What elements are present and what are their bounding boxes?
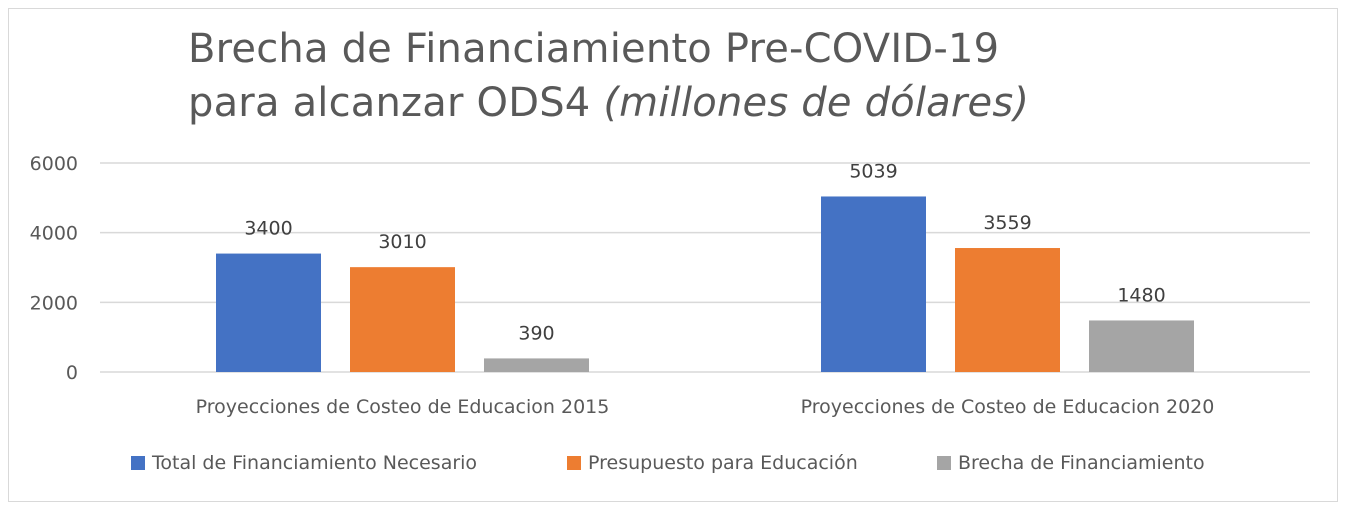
y-tick-label: 6000 <box>30 153 78 175</box>
bar-1-1 <box>216 253 321 372</box>
legend-swatch <box>937 456 951 470</box>
bar-2-2 <box>955 248 1060 372</box>
data-label: 1480 <box>1117 284 1165 306</box>
x-category-label: Proyecciones de Costeo de Educacion 2020 <box>801 396 1215 418</box>
y-tick-label: 4000 <box>30 223 78 245</box>
y-tick-label: 0 <box>66 362 78 384</box>
data-label: 3010 <box>378 231 426 253</box>
data-label: 5039 <box>849 160 897 182</box>
data-label: 3400 <box>244 218 292 240</box>
chart-legend: Total de Financiamiento Necesario Presupu… <box>0 448 1348 478</box>
y-tick-label: 2000 <box>30 292 78 314</box>
bar-3-2 <box>1089 320 1194 372</box>
x-category-label: Proyecciones de Costeo de Educacion 2015 <box>196 396 610 418</box>
data-label: 3559 <box>983 212 1031 234</box>
data-label: 390 <box>518 322 554 344</box>
chart-title-line2-text: para alcanzar ODS4 <box>188 80 591 126</box>
bar-3-1 <box>484 358 589 372</box>
legend-swatch <box>567 456 581 470</box>
legend-swatch <box>131 456 145 470</box>
bar-2-1 <box>350 267 455 372</box>
legend-label: Brecha de Financiamiento <box>958 452 1205 474</box>
legend-item: Presupuesto para Educación <box>567 448 858 478</box>
chart-title-line1: Brecha de Financiamiento Pre-COVID-19 <box>188 26 1000 72</box>
legend-item: Brecha de Financiamiento <box>937 448 1205 478</box>
chart-title: Brecha de Financiamiento Pre-COVID-19 pa… <box>188 22 1088 130</box>
legend-item: Total de Financiamiento Necesario <box>131 448 477 478</box>
chart-title-line2: para alcanzar ODS4 (millones de dólares) <box>188 76 1088 130</box>
legend-label: Total de Financiamiento Necesario <box>152 452 478 474</box>
chart-title-units: (millones de dólares) <box>603 80 1030 126</box>
bar-1-2 <box>821 196 926 372</box>
legend-label: Presupuesto para Educación <box>588 452 858 474</box>
